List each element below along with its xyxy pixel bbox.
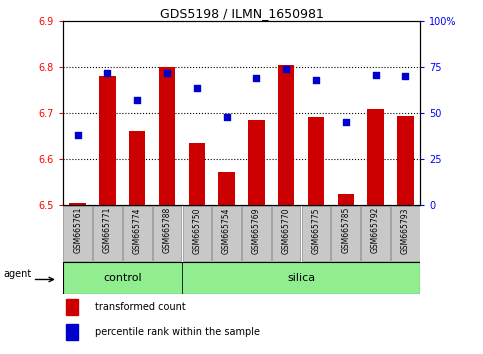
Point	[104, 70, 112, 76]
Point	[342, 120, 350, 125]
Point	[133, 98, 141, 103]
Point	[74, 132, 82, 138]
Text: silica: silica	[287, 273, 315, 283]
Text: GSM665792: GSM665792	[371, 207, 380, 253]
FancyBboxPatch shape	[361, 206, 390, 261]
Text: transformed count: transformed count	[95, 302, 185, 313]
Point	[282, 66, 290, 72]
FancyBboxPatch shape	[63, 206, 92, 261]
Text: GSM665750: GSM665750	[192, 207, 201, 253]
Text: GSM665761: GSM665761	[73, 207, 82, 253]
FancyBboxPatch shape	[63, 262, 182, 294]
Text: GSM665775: GSM665775	[312, 207, 320, 253]
FancyBboxPatch shape	[272, 206, 300, 261]
Text: GSM665788: GSM665788	[163, 207, 171, 253]
Text: GSM665785: GSM665785	[341, 207, 350, 253]
FancyBboxPatch shape	[182, 262, 420, 294]
Text: percentile rank within the sample: percentile rank within the sample	[95, 327, 260, 337]
Bar	[66, 299, 78, 315]
Bar	[70, 203, 86, 205]
Bar	[397, 116, 413, 205]
Point	[312, 77, 320, 83]
FancyBboxPatch shape	[123, 206, 152, 261]
Bar	[159, 67, 175, 205]
FancyBboxPatch shape	[153, 206, 181, 261]
FancyBboxPatch shape	[93, 206, 122, 261]
Text: GSM665774: GSM665774	[133, 207, 142, 253]
Text: agent: agent	[3, 269, 31, 279]
Bar	[129, 131, 145, 205]
FancyBboxPatch shape	[183, 206, 211, 261]
Point	[401, 74, 409, 79]
Bar	[218, 172, 235, 205]
Text: GSM665754: GSM665754	[222, 207, 231, 253]
Point	[372, 72, 380, 78]
Point	[253, 75, 260, 81]
Bar	[278, 65, 294, 205]
Bar	[338, 194, 354, 205]
Point	[223, 114, 230, 120]
FancyBboxPatch shape	[242, 206, 270, 261]
FancyBboxPatch shape	[391, 206, 420, 261]
Bar	[66, 324, 78, 340]
Text: GSM665769: GSM665769	[252, 207, 261, 253]
Point	[193, 85, 201, 90]
Point	[163, 70, 171, 76]
Bar	[189, 143, 205, 205]
FancyBboxPatch shape	[213, 206, 241, 261]
Bar	[99, 75, 115, 205]
Text: GSM665793: GSM665793	[401, 207, 410, 253]
Text: GSM665770: GSM665770	[282, 207, 291, 253]
Text: control: control	[103, 273, 142, 283]
Bar	[308, 117, 324, 205]
Bar	[248, 120, 265, 205]
FancyBboxPatch shape	[331, 206, 360, 261]
Bar	[368, 109, 384, 205]
Title: GDS5198 / ILMN_1650981: GDS5198 / ILMN_1650981	[159, 7, 324, 20]
Text: GSM665771: GSM665771	[103, 207, 112, 253]
FancyBboxPatch shape	[302, 206, 330, 261]
